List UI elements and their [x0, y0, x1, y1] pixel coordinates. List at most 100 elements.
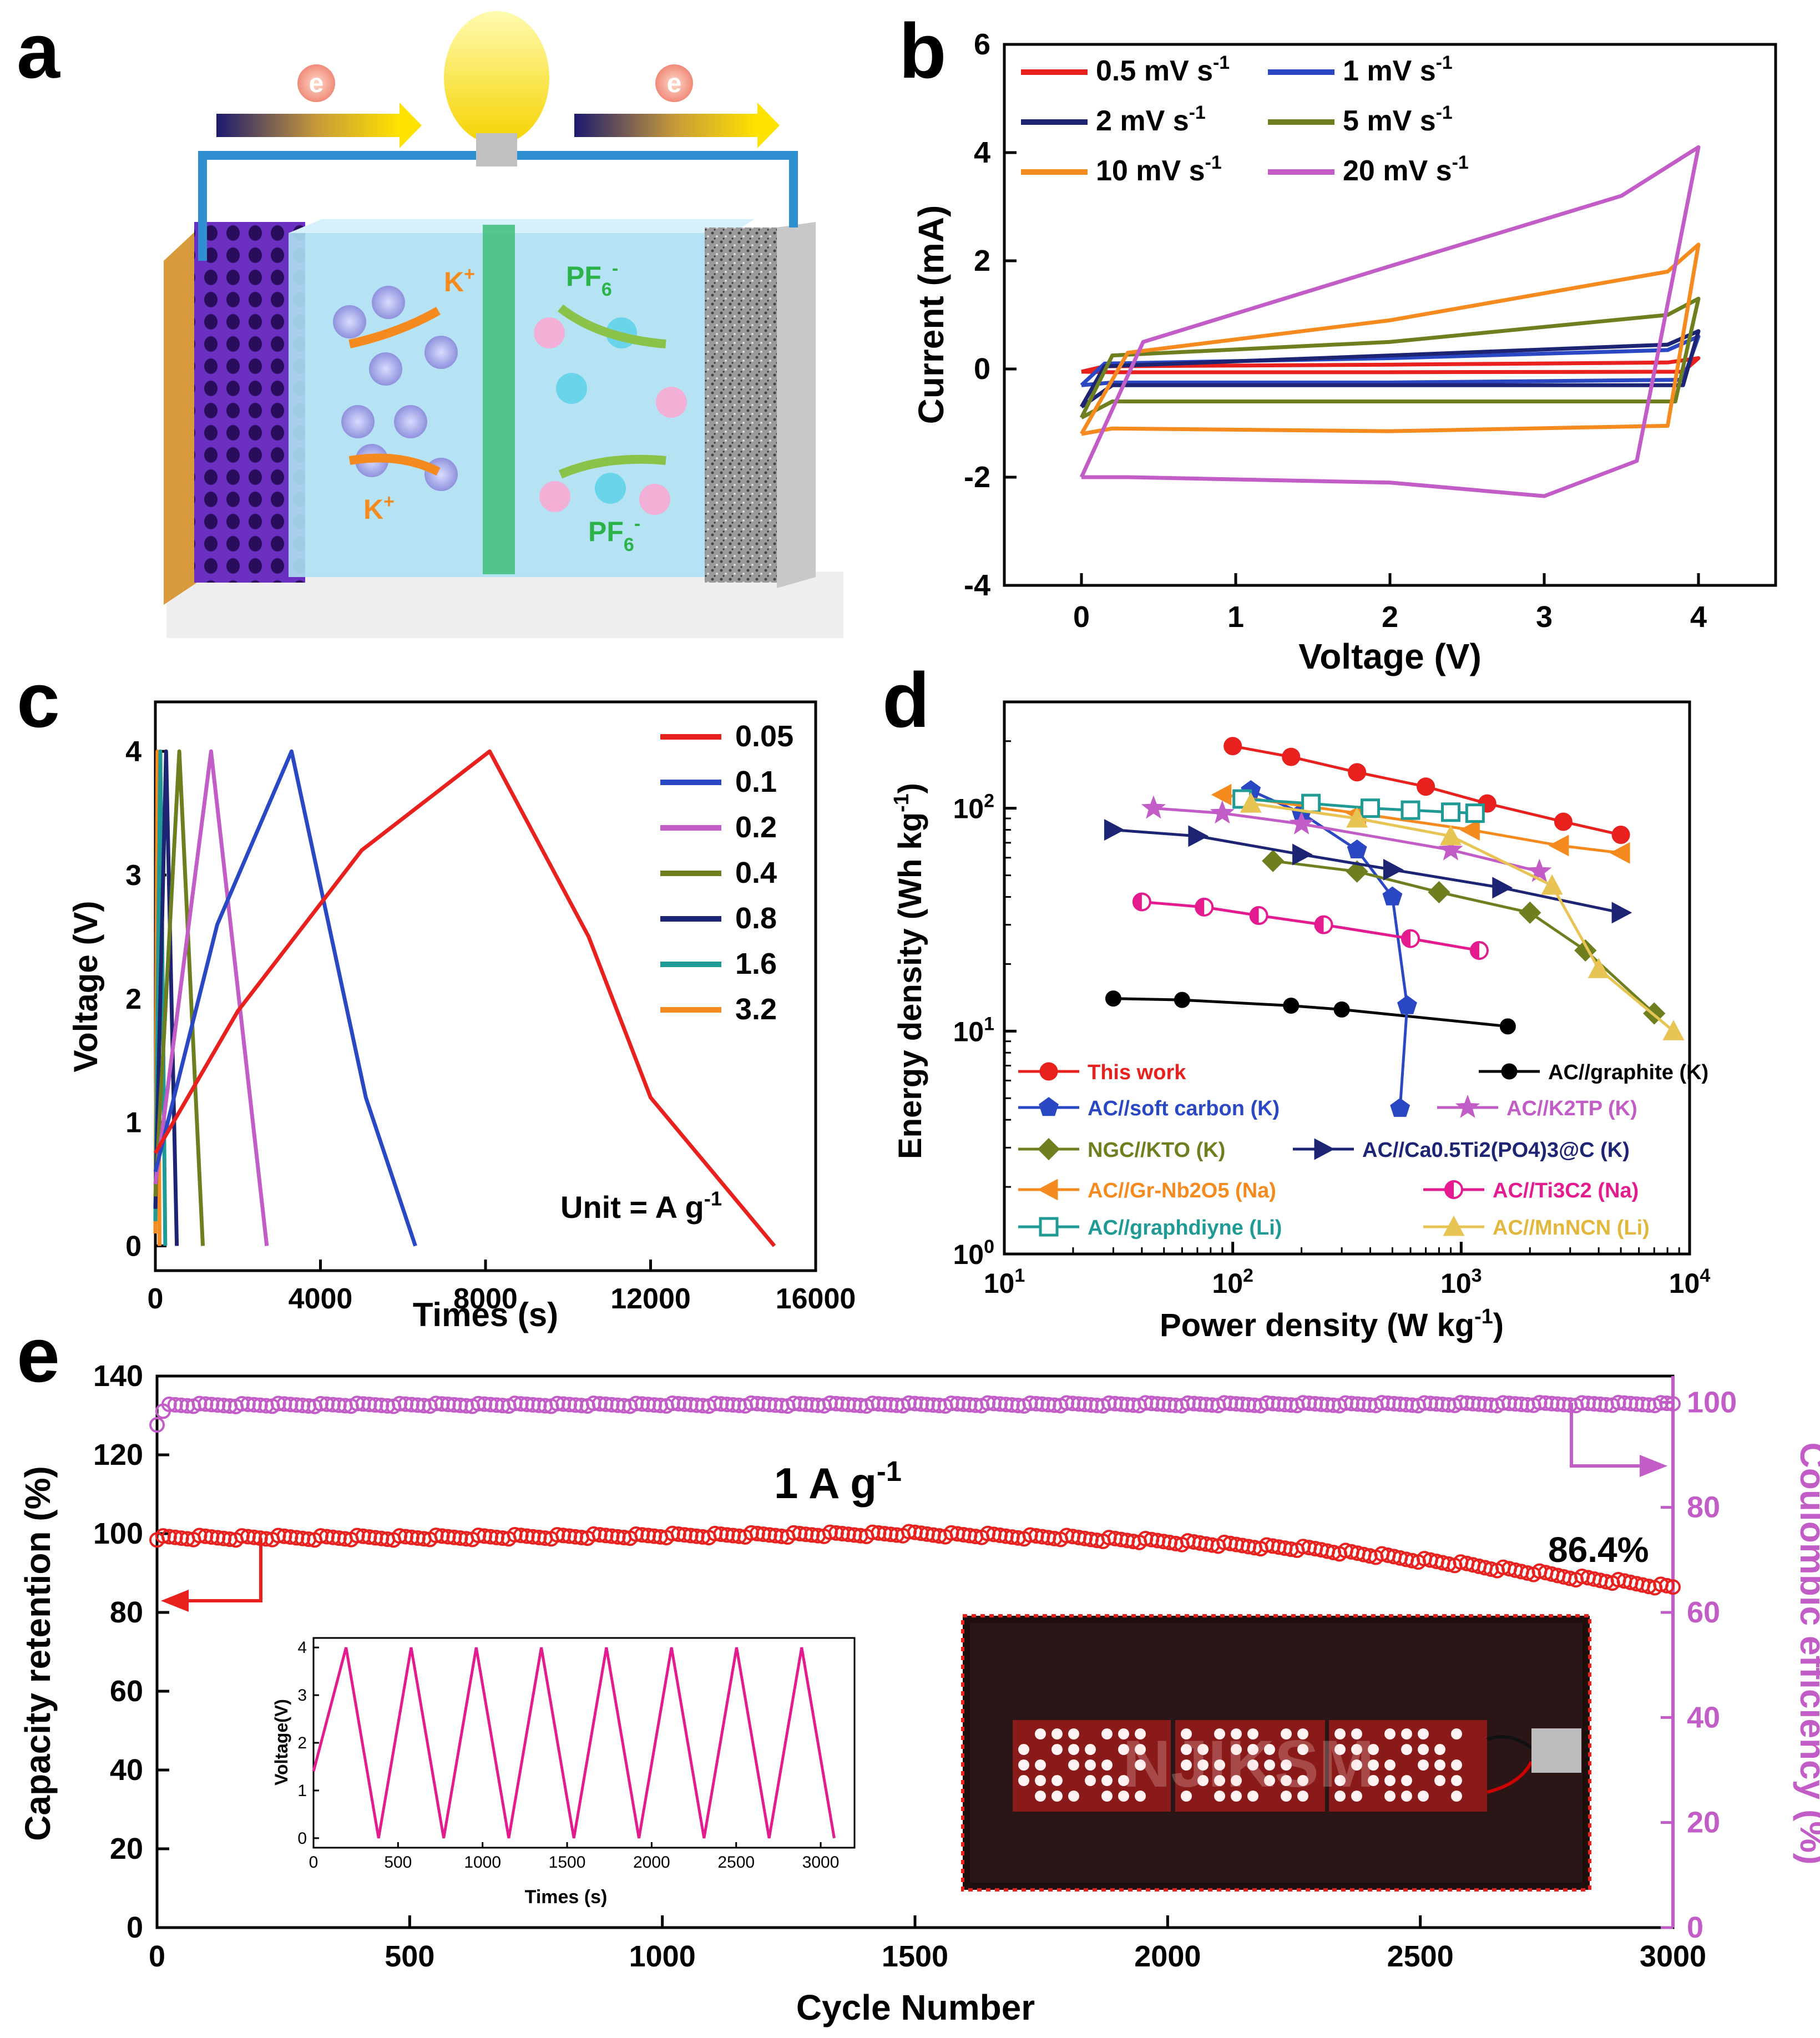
- led-dot: [1247, 1728, 1258, 1739]
- cation: [394, 405, 427, 438]
- anion: [534, 317, 565, 348]
- chart-d-marker: [1445, 1181, 1454, 1198]
- chart-e-coulombic-point: [246, 1397, 262, 1413]
- inset-xtick-label: 0: [309, 1853, 318, 1872]
- chart-d-marker: [1037, 1137, 1060, 1161]
- led-dot: [1197, 1744, 1209, 1755]
- chart-d-marker: [1211, 783, 1232, 806]
- chart-c-ytick-label: 4: [125, 736, 141, 768]
- led-dot: [1368, 1775, 1379, 1786]
- chart-e-coulombic-point: [1538, 1395, 1554, 1411]
- anion: [539, 481, 570, 512]
- chart-e-coulombic-point: [992, 1396, 1008, 1412]
- chart-d-marker: [1105, 990, 1121, 1007]
- led-dot: [1384, 1759, 1396, 1771]
- chart-e-coulombic-point: [1659, 1395, 1675, 1412]
- chart-e-coulombic-point: [276, 1396, 292, 1412]
- led-dot: [1418, 1744, 1429, 1755]
- led-dot: [1231, 1791, 1242, 1802]
- chart-d-marker: [1348, 763, 1367, 782]
- chart-c-frame: [154, 700, 817, 1272]
- chart-e-coulombic-point: [822, 1395, 838, 1411]
- chart-d-marker: [1401, 800, 1420, 820]
- chart-d-marker: [1039, 1097, 1059, 1116]
- inset-ylabel: Voltage(V): [271, 1699, 291, 1786]
- chart-c-xtick-label: 0: [148, 1283, 164, 1315]
- electron-right-label: e: [667, 69, 682, 98]
- separator: [483, 225, 515, 574]
- chart-e-coulombic-point: [1028, 1395, 1044, 1412]
- chart-e-coulombic-point: [191, 1395, 208, 1412]
- led-dot: [1401, 1744, 1412, 1755]
- led-dot: [1085, 1744, 1096, 1755]
- cation-label-bottom: K+: [363, 491, 395, 525]
- chart-d-marker: [1499, 1018, 1516, 1035]
- chart-e-coulombic-point: [604, 1397, 620, 1413]
- chart-e-coulombic-point: [646, 1397, 663, 1413]
- electron-arrow-left-body: [216, 114, 400, 137]
- led-dot: [1434, 1744, 1445, 1755]
- chart-d-ytick-label: 101: [953, 1013, 994, 1047]
- chart-d-marker: [1470, 942, 1479, 959]
- chart-e-coulombic-point: [531, 1397, 547, 1413]
- chart-d-series: [1224, 737, 1630, 844]
- chart-d-xtick-label: 104: [1669, 1265, 1711, 1299]
- chart-e-coulombic-point: [210, 1397, 226, 1413]
- chart-d-marker: [1428, 881, 1450, 904]
- chart-e-coulombic-point: [167, 1397, 183, 1413]
- chart-d-marker: [1609, 842, 1630, 864]
- chart-e-xtick-label: 3000: [1640, 1940, 1706, 1973]
- led-dot: [1297, 1728, 1308, 1739]
- chart-e-coulombic-point: [1495, 1395, 1511, 1411]
- inset-xtick-label: 2000: [633, 1853, 670, 1872]
- led-dot: [1051, 1728, 1063, 1739]
- led-dot: [1401, 1775, 1412, 1786]
- chart-e-coulombic-point: [1265, 1395, 1281, 1412]
- led-dot: [1214, 1759, 1225, 1771]
- chart-e-coulombic-point: [483, 1397, 499, 1413]
- inset-xtick-label: 1500: [549, 1853, 586, 1872]
- chart-d-xlabel: Power density (W kg-1): [1160, 1304, 1504, 1343]
- led-dot: [1018, 1775, 1029, 1786]
- chart-e-coulombic-series: [149, 1394, 1681, 1433]
- chart-e-coulombic-point: [1059, 1395, 1075, 1411]
- panel-label-d: d: [882, 656, 930, 744]
- chart-c-xtick-label: 4000: [289, 1283, 353, 1315]
- led-dot: [1035, 1728, 1046, 1739]
- led-dot: [1297, 1791, 1308, 1802]
- chart-e-capacity-point: [1665, 1579, 1681, 1595]
- led-dot: [1451, 1791, 1462, 1802]
- anion: [556, 373, 587, 404]
- chart-d-marker: [1224, 737, 1242, 756]
- chart-e-coulombic-point: [562, 1397, 578, 1413]
- chart-c-ylabel: Voltage (V): [67, 901, 104, 1073]
- cation-group: K+ K+: [333, 264, 475, 525]
- chart-d-legend-label: AC//soft carbon (K): [1088, 1097, 1280, 1120]
- led-dot: [1197, 1775, 1209, 1786]
- chart-c-xtick-label: 16000: [776, 1283, 856, 1315]
- chart-e-coulombic-point: [1119, 1397, 1135, 1413]
- chart-b-series-line: [1079, 145, 1701, 498]
- chart-e-coulombic-point: [1574, 1395, 1590, 1411]
- battery-device: [1531, 1728, 1581, 1773]
- chart-e-coulombic-point: [725, 1397, 741, 1413]
- chart-e-coulombic-point: [240, 1396, 256, 1412]
- led-dot: [1068, 1791, 1079, 1802]
- anion-arrow: [558, 454, 666, 479]
- chart-e-coulombic-point: [471, 1395, 487, 1412]
- chart-e-coulombic-point: [1022, 1395, 1038, 1412]
- chart-e-coulombic-point: [1071, 1396, 1087, 1412]
- chart-e-coulombic-point: [1635, 1397, 1651, 1413]
- chart-e-coulombic-point: [549, 1395, 565, 1412]
- chart-c-legend: 0.05 0.1 0.2 0.4 0.8 1.6 3.2 Unit = A g-1: [560, 720, 793, 1225]
- chart-d-marker: [1210, 800, 1235, 824]
- chart-e-coulombic-point: [519, 1396, 535, 1412]
- chart-d-legend-label: AC//MnNCN (Li): [1493, 1216, 1650, 1240]
- chart-e-coulombic-point: [1034, 1396, 1050, 1412]
- chart-e-coulombic-point: [1501, 1395, 1517, 1412]
- chart-e-coulombic-point: [664, 1395, 680, 1412]
- led-dot: [1384, 1728, 1396, 1739]
- chart-d-marker: [1346, 807, 1368, 828]
